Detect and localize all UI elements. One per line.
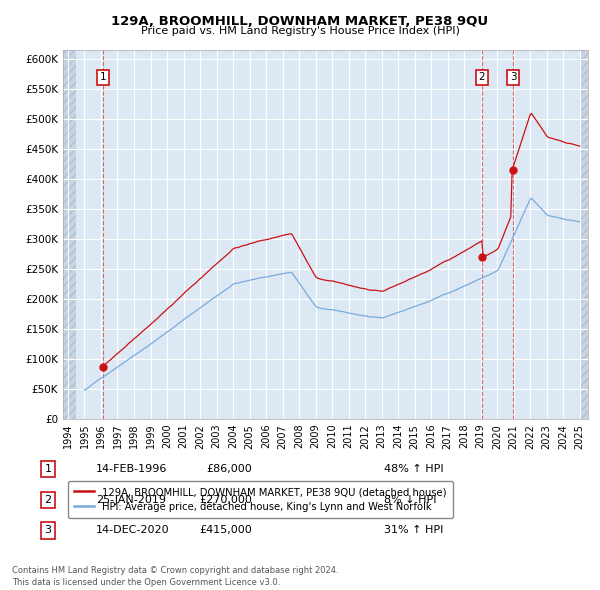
Text: 8% ↓ HPI: 8% ↓ HPI: [384, 495, 437, 504]
Bar: [63, 50, 76, 419]
Text: 14-DEC-2020: 14-DEC-2020: [96, 526, 170, 535]
Text: 2: 2: [44, 495, 52, 504]
Text: £415,000: £415,000: [199, 526, 252, 535]
Legend: 129A, BROOMHILL, DOWNHAM MARKET, PE38 9QU (detached house), HPI: Average price, : 129A, BROOMHILL, DOWNHAM MARKET, PE38 9Q…: [68, 481, 452, 518]
Text: £86,000: £86,000: [206, 464, 252, 474]
Text: 25-JAN-2019: 25-JAN-2019: [96, 495, 166, 504]
Text: 1: 1: [100, 72, 106, 82]
Text: 1: 1: [44, 464, 52, 474]
Text: 129A, BROOMHILL, DOWNHAM MARKET, PE38 9QU: 129A, BROOMHILL, DOWNHAM MARKET, PE38 9Q…: [112, 15, 488, 28]
Text: 14-FEB-1996: 14-FEB-1996: [96, 464, 167, 474]
Text: £270,000: £270,000: [199, 495, 252, 504]
Text: 3: 3: [510, 72, 517, 82]
Text: 3: 3: [44, 526, 52, 535]
Text: Price paid vs. HM Land Registry's House Price Index (HPI): Price paid vs. HM Land Registry's House …: [140, 26, 460, 36]
Bar: [580, 50, 588, 419]
Text: Contains HM Land Registry data © Crown copyright and database right 2024.
This d: Contains HM Land Registry data © Crown c…: [12, 566, 338, 587]
Text: 31% ↑ HPI: 31% ↑ HPI: [384, 526, 443, 535]
Text: 2: 2: [479, 72, 485, 82]
Text: 48% ↑ HPI: 48% ↑ HPI: [384, 464, 443, 474]
